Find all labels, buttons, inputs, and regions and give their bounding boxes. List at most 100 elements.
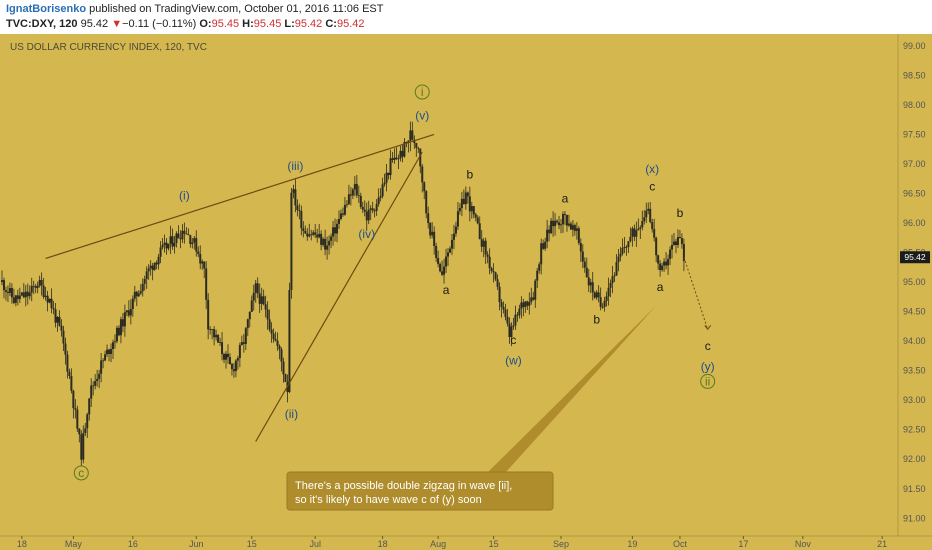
candle-body (671, 244, 674, 250)
candle-body (520, 302, 523, 309)
low-label: L: (284, 18, 295, 30)
candle-body (556, 220, 559, 223)
candle-body (262, 296, 265, 305)
x-tick-label: Aug (430, 539, 446, 549)
candle-body (504, 309, 507, 317)
annotation-callout[interactable]: There's a possible double zigzag in wave… (286, 305, 657, 511)
candle-body (8, 287, 11, 294)
wave-label: c (510, 333, 516, 347)
candle-body (345, 204, 348, 206)
candle-body (12, 297, 15, 303)
candle-body (256, 283, 259, 294)
candle-body (226, 353, 229, 358)
candle-body (209, 329, 212, 330)
candle-body (236, 358, 239, 361)
candle-body (534, 280, 537, 300)
candle-body (288, 290, 291, 393)
candle-body (129, 308, 132, 316)
candle-body (296, 205, 299, 211)
candle-body (439, 263, 442, 272)
candle-body (379, 196, 382, 198)
candle-body (550, 220, 553, 234)
candle-body (304, 230, 307, 234)
candle-body (86, 414, 89, 429)
candle-body (294, 189, 297, 206)
candle-body (272, 333, 275, 340)
candle-body (167, 243, 170, 249)
candle-body (42, 285, 45, 297)
candle-body (100, 360, 103, 374)
candle-body (84, 428, 87, 433)
candle-body (651, 222, 654, 230)
candle-body (631, 228, 634, 237)
chart-background (0, 34, 932, 550)
candle-body (219, 342, 222, 343)
candle-body (510, 326, 513, 337)
candle-body (595, 292, 598, 298)
candle-body (429, 223, 432, 236)
candle-body (258, 293, 261, 304)
candle-body (274, 339, 277, 341)
candle-body (496, 279, 499, 287)
candle-body (639, 227, 642, 229)
candle-body (6, 291, 9, 294)
candle-body (573, 225, 576, 231)
candle-body (234, 360, 237, 372)
candle-body (181, 230, 184, 240)
callout-box[interactable] (286, 471, 554, 511)
candle-body (110, 349, 113, 355)
candle-body (76, 409, 79, 429)
candle-body (365, 211, 368, 221)
last-price-badge-box (900, 251, 930, 264)
candle-body (230, 364, 233, 370)
candle-body (80, 434, 83, 460)
wave-label-circle (414, 84, 430, 100)
candle-body (373, 210, 376, 212)
candle-body (38, 280, 41, 286)
x-tick-label: May (65, 539, 83, 549)
author-link[interactable]: IgnatBorisenko (6, 3, 87, 15)
candle-body (18, 295, 21, 300)
candle-body (316, 234, 319, 238)
candle-body (141, 283, 144, 292)
close-label: C: (325, 18, 337, 30)
candle-body (250, 300, 253, 312)
candle-body (663, 261, 666, 266)
candle-body (282, 361, 285, 375)
candle-body (375, 204, 378, 211)
candle-body (334, 227, 337, 234)
price-chart[interactable]: c (i) (ii) (iii) (iv) (v) i a b c (w) a b a c (x) b c (y)i… (0, 34, 932, 550)
candle-body (587, 277, 590, 286)
candle-body (413, 139, 416, 144)
candle-body (221, 342, 224, 354)
x-tick-label: Jul (309, 539, 321, 549)
candle-body (512, 325, 515, 327)
candle-body (165, 242, 168, 249)
candle-body (450, 239, 453, 249)
candle-body (443, 266, 446, 275)
candle-body (458, 208, 461, 212)
x-tick-label: 19 (627, 539, 637, 549)
candle-body (599, 297, 602, 307)
y-tick-label: 92.50 (903, 425, 926, 435)
candle-body (466, 192, 469, 197)
candle-body (189, 235, 192, 245)
y-tick-label: 94.00 (903, 336, 926, 346)
candle-body (589, 282, 592, 286)
candle-body (62, 330, 65, 344)
candle-body (367, 209, 370, 221)
candle-body (223, 353, 226, 360)
candle-body (405, 141, 408, 143)
wave-label: (v) (415, 109, 429, 123)
wave-label: a (657, 280, 664, 294)
candle-body (498, 286, 501, 303)
candle-body (1, 280, 3, 283)
x-tick-label: 18 (378, 539, 388, 549)
y-tick-label: 95.00 (903, 277, 926, 287)
candle-body (70, 375, 73, 391)
candle-body (10, 287, 13, 298)
y-tick-label: 99.00 (903, 41, 926, 51)
candle-body (585, 267, 588, 278)
candle-body (145, 271, 148, 279)
candle-body (385, 172, 388, 183)
